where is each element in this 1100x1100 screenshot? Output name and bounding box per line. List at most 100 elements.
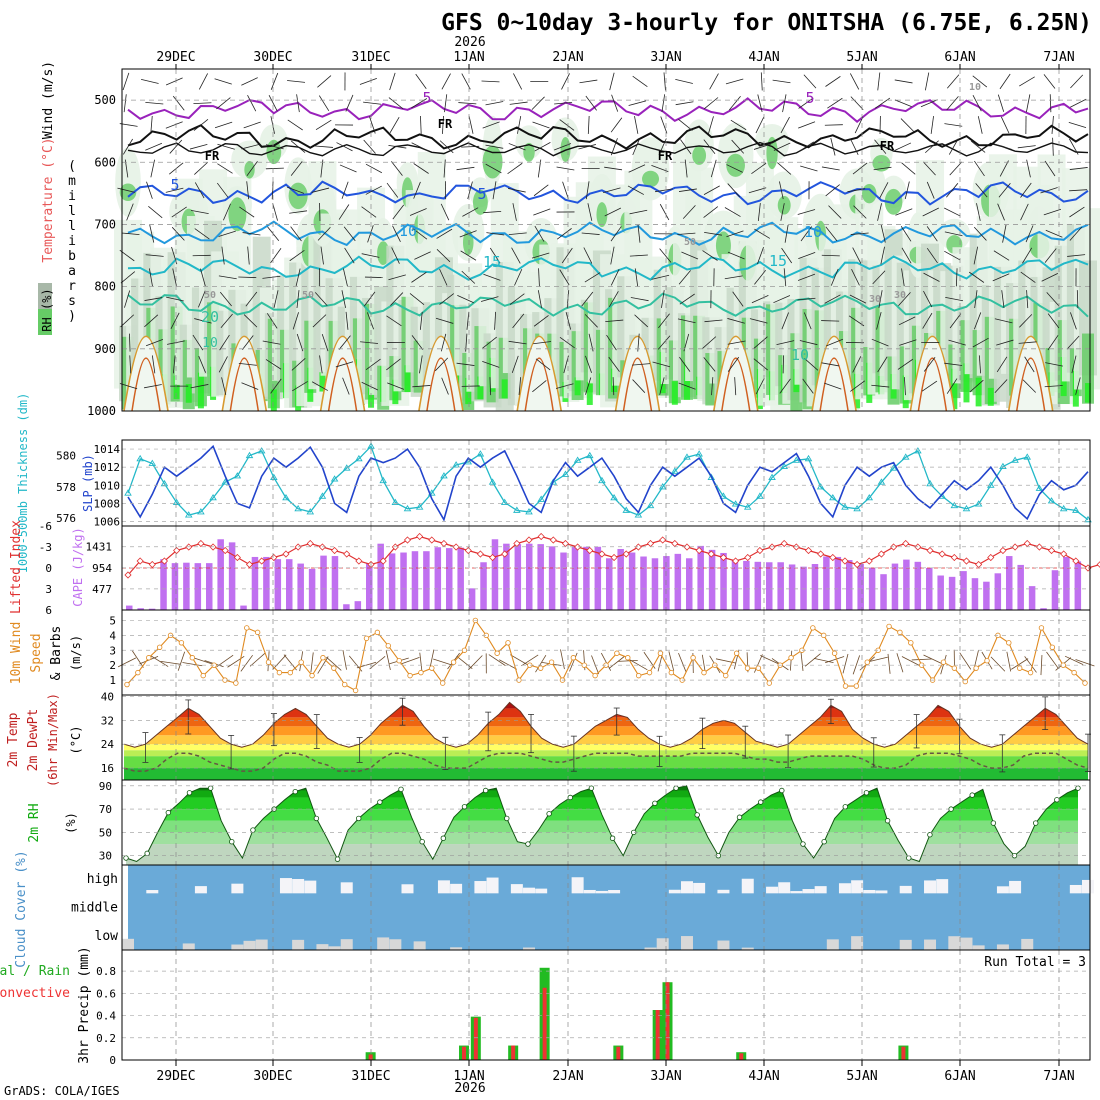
lifted-index-point [561,539,570,548]
wind-barb [581,291,594,307]
wind-barb [608,291,619,308]
wind-barb [1076,290,1079,309]
contour-label: 50 [684,237,696,248]
wind-speed-point [494,650,500,656]
lifted-index-point [124,571,132,579]
contour-label: 15 [769,252,787,270]
wind-barb [149,224,155,243]
cloud-low-bar [255,939,268,950]
wind-barb [409,293,425,306]
wind-barb [461,145,480,148]
wind-barb [923,290,933,308]
rh-legend-swatch [38,283,52,309]
wind-speed-point [124,681,130,688]
lifted-tick-label: -3 [39,541,52,554]
cloud-tick-label: middle [71,901,118,916]
lifted-index-point [476,550,484,558]
wind-barb [343,226,356,242]
wind-barb [492,181,497,200]
cloud-high-bar [668,889,681,894]
cape-bar [663,556,670,610]
wind-barb [239,206,255,218]
wind-legend-label: Wind (m/s) [41,61,56,139]
date-label-top: 1JAN [453,50,484,65]
precip-convective-label: Convective [0,986,70,1001]
lifted-tick-label: -6 [39,520,52,533]
wind-barb [145,101,164,105]
wind-barb [537,290,542,308]
wind-barb [1025,225,1034,243]
wind-barb [1026,159,1031,178]
rh-fill-blob [231,140,268,179]
wind-barb [923,272,940,282]
wind-barb [320,246,324,265]
wind-barb [1002,224,1007,243]
thickness-point [646,501,655,509]
wind-barb [779,378,791,394]
wind-barb [364,276,383,278]
surface-wind-barb [177,651,186,671]
wind-barb [753,336,768,349]
cape-bar [366,563,373,610]
wind-barb [270,247,282,264]
wind-barb [678,119,693,131]
cloud-low-bar [328,946,341,950]
isotherm-line [127,141,1089,157]
thickness-point [926,479,934,487]
wind-barb [658,313,670,329]
precip-total-label: Total / Rain [0,964,70,979]
cloud-low-bar [948,936,961,950]
wind-barb [483,273,501,281]
wind-barb [854,116,864,134]
wind-barb [359,77,377,85]
rh-point [609,835,616,841]
wind-barb [270,72,279,90]
wind-barb [172,355,176,374]
rh-tick-label: 30 [99,850,112,863]
lifted-index-point [464,546,472,555]
wind-barb [292,312,299,330]
wind-barb [441,377,449,395]
wind-barb [581,232,600,235]
rh-fill-cell [392,379,399,405]
lifted-index-point [975,560,983,569]
rh-point [229,839,235,845]
wind-barb [216,182,229,198]
wind-barb [342,268,348,287]
wind-barb [634,268,639,287]
cloud-high-bar [194,886,207,894]
wind-barb [779,181,784,200]
wind-barb [485,163,502,174]
thickness-point [184,511,193,518]
cape-bar [1063,556,1070,610]
wind-barb [287,80,306,83]
wind-speed-point [853,683,860,689]
wind-barb [898,316,916,326]
slp-tick-label: 1008 [94,497,121,510]
cape-bar [263,556,270,610]
thickness-point [573,456,582,463]
surface-wind-barb [272,654,287,670]
wind-speed-point [298,659,304,665]
wind-axis-label: & Barbs [49,626,64,681]
slp-tick-label: 1010 [94,479,121,492]
wind-barb [658,138,667,156]
wind-speed-point [429,665,435,671]
wind-barb [727,340,746,345]
cloud-low-bar [972,945,985,950]
cloud-low-bar [924,939,937,950]
wind-barb [413,181,421,199]
wind-barb [247,95,257,112]
wind-barb [711,377,714,396]
wind-barb [930,115,934,134]
date-label-top: 6JAN [944,50,975,65]
wind-barb [727,251,745,260]
wind-barb [798,252,816,260]
wind-barb [511,355,519,373]
wind-barb [1069,226,1083,241]
wind-barb [171,226,185,241]
wind-barb [262,275,281,279]
wind-barb [198,73,208,90]
wind-barb [290,161,303,176]
wind-barb [852,356,862,373]
